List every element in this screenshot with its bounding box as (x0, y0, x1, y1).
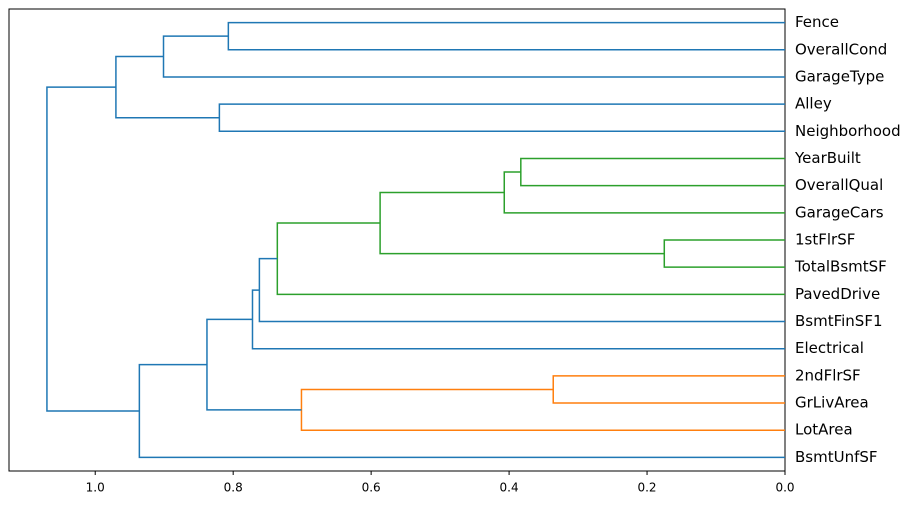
leaf-label: 2ndFlrSF (795, 366, 861, 384)
dendrogram-link (276, 222, 785, 296)
dendrogram-link (251, 289, 785, 350)
leaf-label: GrLivArea (795, 394, 869, 412)
leaf-label: Alley (795, 95, 832, 113)
leaf-label: Electrical (795, 339, 864, 357)
leaf-label: LotArea (795, 421, 853, 439)
dendrogram-link (206, 318, 302, 411)
dendrogram-link (503, 171, 785, 214)
dendrogram-link (46, 86, 140, 412)
dendrogram-link (663, 239, 785, 268)
leaf-label: BsmtUnfSF (795, 448, 878, 466)
dendrogram-link (300, 388, 785, 431)
leaf-label: GarageType (795, 67, 884, 85)
leaf-label: GarageCars (795, 203, 884, 221)
x-tick-label: 1.0 (86, 481, 105, 495)
leaf-label: Fence (795, 13, 839, 31)
leaf-label: BsmtFinSF1 (795, 312, 883, 330)
leaf-label: TotalBsmtSF (794, 258, 887, 276)
dendrogram-link (258, 257, 785, 323)
leaf-label: PavedDrive (795, 285, 880, 303)
x-tick-label: 0.0 (775, 481, 794, 495)
x-tick-label: 0.6 (362, 481, 381, 495)
x-tick-label: 0.4 (500, 481, 519, 495)
dendrogram-link (162, 35, 785, 78)
leaf-label: OverallCond (795, 40, 887, 58)
leaf-label: YearBuilt (794, 149, 861, 167)
dendrogram-link (520, 157, 785, 187)
leaf-label: Neighborhood (795, 122, 901, 140)
dendrogram-link (552, 375, 785, 404)
x-tick-label: 0.2 (637, 481, 656, 495)
dendrogram-link (227, 21, 785, 51)
dendrogram-link (218, 103, 785, 133)
dendrogram-link (115, 55, 220, 119)
leaf-label: OverallQual (795, 176, 883, 194)
dendrogram-link (138, 363, 785, 459)
x-tick-label: 0.8 (224, 481, 243, 495)
leaf-label: 1stFlrSF (795, 231, 855, 249)
dendrogram-link (379, 191, 665, 255)
